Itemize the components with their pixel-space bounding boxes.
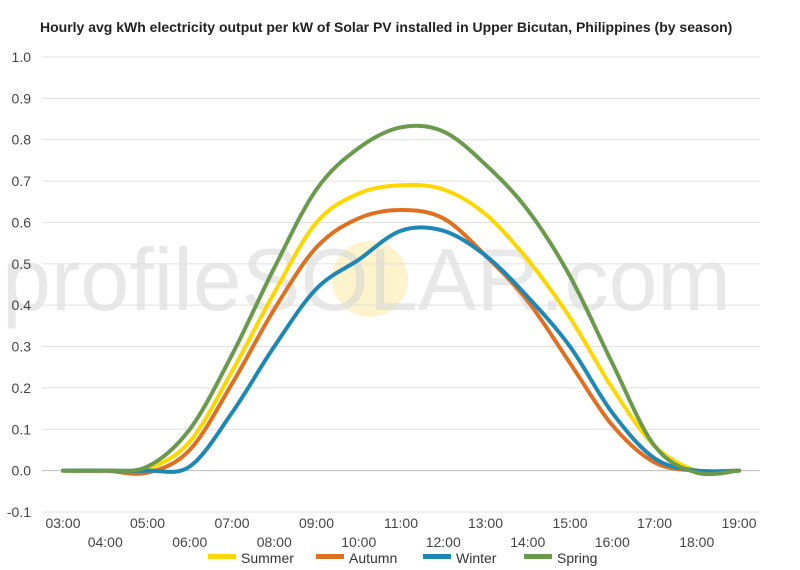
legend-swatch-spring: [524, 554, 552, 559]
watermark-sun: [332, 241, 408, 317]
x-tick-label: 12:00: [426, 534, 461, 550]
x-tick-label: 14:00: [510, 534, 545, 550]
y-tick-label: 1.0: [12, 49, 32, 65]
x-tick-label: 04:00: [88, 534, 123, 550]
legend-swatch-summer: [208, 554, 236, 559]
y-tick-label: 0.4: [12, 297, 32, 313]
x-tick-label: 19:00: [721, 515, 756, 531]
x-tick-label: 06:00: [172, 534, 207, 550]
y-tick-label: 0.5: [12, 256, 32, 272]
legend-swatch-winter: [423, 554, 451, 559]
watermark-text: profileSOLAR.com: [2, 230, 731, 329]
x-tick-label: 11:00: [384, 515, 418, 531]
x-axis-ticks: 03:00 04:00 05:00 06:00 07:00 08:00 09:00 10:00…: [45, 515, 756, 550]
x-tick-label: 13:00: [468, 515, 503, 531]
x-tick-label: 15:00: [552, 515, 587, 531]
legend-label-winter: Winter: [456, 550, 497, 566]
series-line-summer: [61, 182, 741, 475]
y-tick-label: 0.0: [12, 463, 32, 479]
y-tick-label: 0.7: [12, 173, 32, 189]
y-tick-label: 0.3: [12, 339, 32, 355]
x-tick-label: 03:00: [45, 515, 80, 531]
x-tick-label: 09:00: [299, 515, 334, 531]
x-tick-label: 07:00: [214, 515, 249, 531]
legend-label-spring: Spring: [557, 550, 597, 566]
watermark: profileSOLAR.com: [2, 230, 731, 329]
series-line-spring: [61, 123, 741, 477]
legend-label-autumn: Autumn: [349, 550, 397, 566]
legend-label-summer: Summer: [241, 550, 294, 566]
series-line-autumn: [61, 208, 741, 476]
chart-title: Hourly avg kWh electricity output per kW…: [40, 19, 733, 35]
x-tick-label: 17:00: [637, 515, 672, 531]
series-line-winter: [61, 225, 741, 474]
x-tick-label: 16:00: [595, 534, 630, 550]
legend: Summer Autumn Winter Spring: [208, 550, 597, 566]
x-tick-label: 10:00: [341, 534, 376, 550]
series: [61, 123, 741, 477]
y-tick-label: 0.2: [12, 380, 32, 396]
x-tick-label: 08:00: [257, 534, 292, 550]
x-tick-label: 18:00: [679, 534, 714, 550]
y-tick-label: 0.1: [12, 421, 32, 437]
y-axis-ticks: -0.1 0.0 0.1 0.2 0.3 0.4 0.5 0.6 0.7 0.8 0.9 1.0: [7, 49, 31, 520]
y-tick-label: 0.6: [12, 214, 32, 230]
x-tick-label: 05:00: [130, 515, 165, 531]
legend-swatch-autumn: [316, 554, 344, 559]
y-tick-label: -0.1: [7, 504, 31, 520]
y-tick-label: 0.9: [12, 90, 32, 106]
y-tick-label: 0.8: [12, 132, 32, 148]
